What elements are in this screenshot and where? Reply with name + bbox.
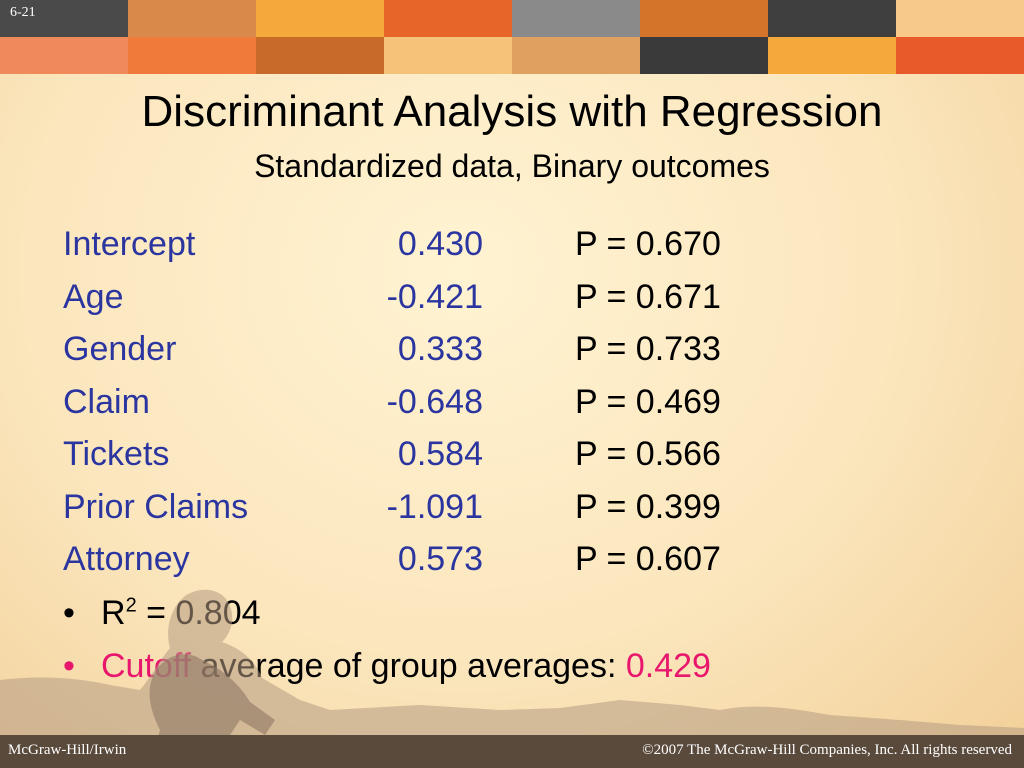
banner-tile [768, 37, 896, 74]
table-row: Attorney 0.573 P = 0.607 [63, 533, 963, 585]
banner-tile [384, 37, 512, 74]
banner-tile [0, 0, 128, 37]
cutoff-value: 0.429 [625, 647, 711, 685]
variable-name: Claim [63, 382, 150, 421]
coefficient-value: -0.421 [386, 277, 483, 316]
slide-subtitle: Standardized data, Binary outcomes [254, 148, 770, 184]
coefficient-value: 0.430 [397, 225, 483, 263]
p-value: P = 0.733 [575, 330, 721, 368]
coefficient-value: 0.333 [397, 330, 483, 368]
header-banner [0, 0, 1024, 74]
banner-tile [896, 37, 1024, 74]
bullet-dot: • [63, 594, 75, 632]
banner-tile [512, 0, 640, 37]
table-row: Intercept 0.430 P = 0.670 [63, 218, 963, 270]
footer-publisher: McGraw-Hill/Irwin [8, 742, 127, 758]
banner-tile [640, 37, 768, 74]
table-row: Age -0.421 P = 0.671 [63, 271, 963, 323]
p-value: P = 0.671 [575, 277, 721, 316]
footer-bar [0, 735, 1024, 768]
table-row: Claim -0.648 P = 0.469 [63, 376, 963, 428]
variable-name: Prior Claims [63, 487, 249, 526]
banner-tile [640, 0, 768, 37]
table-row: Gender 0.333 P = 0.733 [63, 323, 963, 375]
cutoff-text: average of group averages: [191, 647, 626, 685]
p-value: P = 0.670 [575, 225, 721, 263]
banner-tile [896, 0, 1024, 37]
bullet-dot: • [63, 647, 75, 685]
p-value: P = 0.399 [575, 487, 721, 526]
coefficient-value: 0.584 [397, 435, 483, 473]
banner-tile [512, 37, 640, 74]
p-value: P = 0.469 [575, 382, 721, 421]
variable-name: Attorney [63, 540, 190, 578]
variable-name: Age [63, 277, 124, 316]
banner-tile [128, 0, 256, 37]
r2-label: R [101, 594, 126, 632]
table-row: Tickets 0.584 P = 0.566 [63, 428, 963, 480]
footer-copyright: ©2007 The McGraw-Hill Companies, Inc. Al… [642, 742, 1012, 758]
coefficient-value: 0.573 [397, 540, 483, 578]
banner-tile [0, 37, 128, 74]
p-value: P = 0.607 [575, 540, 721, 578]
banner-tile [256, 0, 384, 37]
slide-title: Discriminant Analysis with Regression [141, 87, 883, 136]
banner-tile [768, 0, 896, 37]
banner-tile [256, 37, 384, 74]
coefficient-value: -1.091 [386, 487, 483, 526]
coefficient-value: -0.648 [386, 382, 483, 421]
banner-tile [128, 37, 256, 74]
banner-tile [384, 0, 512, 37]
cutoff-bullet: • Cutoff average of group averages: 0.429 [63, 640, 711, 692]
variable-name: Intercept [63, 225, 196, 263]
slide-number: 6-21 [10, 5, 36, 20]
r2-superscript: 2 [125, 594, 137, 617]
variable-name: Tickets [63, 435, 170, 473]
p-value: P = 0.566 [575, 435, 721, 473]
table-row: Prior Claims -1.091 P = 0.399 [63, 481, 963, 533]
variable-name: Gender [63, 330, 177, 368]
